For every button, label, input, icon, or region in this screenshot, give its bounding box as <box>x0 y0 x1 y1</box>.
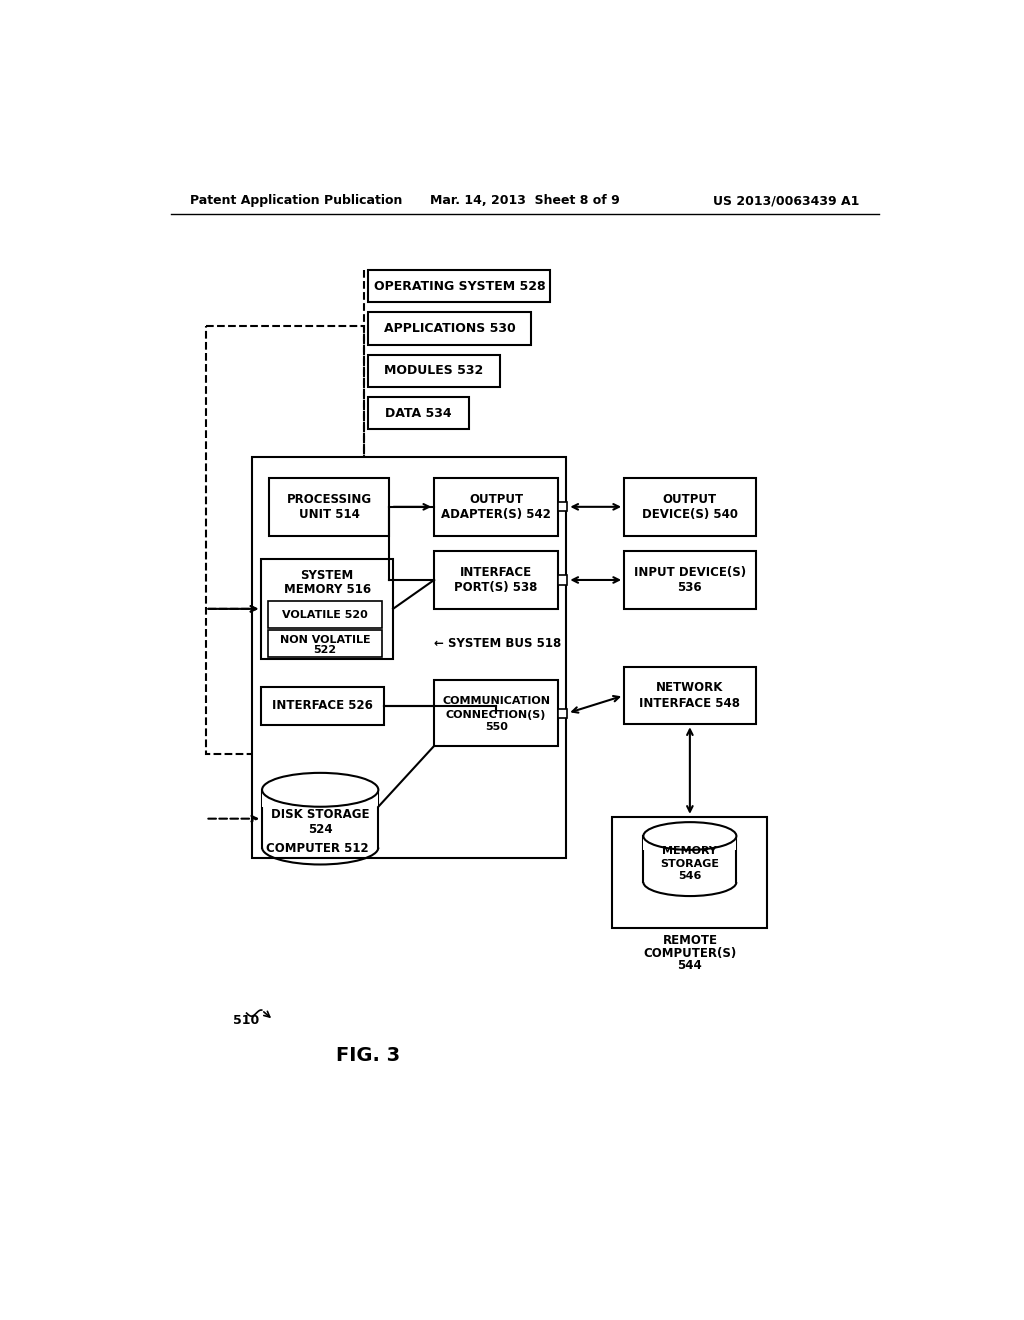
Text: MODULES 532: MODULES 532 <box>384 364 483 378</box>
Text: OPERATING SYSTEM 528: OPERATING SYSTEM 528 <box>374 280 545 293</box>
Text: NETWORK: NETWORK <box>656 681 724 694</box>
Text: US 2013/0063439 A1: US 2013/0063439 A1 <box>714 194 859 207</box>
Bar <box>558 576 567 585</box>
Text: MEMORY: MEMORY <box>663 846 718 857</box>
Text: Mar. 14, 2013  Sheet 8 of 9: Mar. 14, 2013 Sheet 8 of 9 <box>430 194 620 207</box>
Text: PORT(S) 538: PORT(S) 538 <box>455 581 538 594</box>
Bar <box>261 558 393 659</box>
Bar <box>369 397 469 429</box>
Bar <box>269 478 389 536</box>
Bar <box>206 326 365 754</box>
Text: 550: 550 <box>484 722 508 733</box>
Text: COMPUTER(S): COMPUTER(S) <box>643 946 736 960</box>
Bar <box>624 478 756 536</box>
Text: CONNECTION(S): CONNECTION(S) <box>445 710 547 719</box>
Text: ADAPTER(S) 542: ADAPTER(S) 542 <box>441 508 551 521</box>
Bar <box>369 355 500 387</box>
Bar <box>558 502 567 511</box>
Bar <box>434 478 558 536</box>
Ellipse shape <box>262 774 378 807</box>
Bar <box>252 457 566 858</box>
Text: 510: 510 <box>232 1014 259 1027</box>
Bar <box>643 836 736 882</box>
Text: VOLATILE 520: VOLATILE 520 <box>282 610 368 619</box>
Text: DATA 534: DATA 534 <box>385 407 452 420</box>
Text: REMOTE: REMOTE <box>663 935 718 948</box>
Text: INPUT DEVICE(S): INPUT DEVICE(S) <box>634 566 745 578</box>
Text: DEVICE(S) 540: DEVICE(S) 540 <box>642 508 738 521</box>
Bar <box>267 601 382 628</box>
Text: 546: 546 <box>678 871 701 880</box>
Text: COMMUNICATION: COMMUNICATION <box>442 696 550 706</box>
Text: NON VOLATILE: NON VOLATILE <box>280 635 370 644</box>
Text: SYSTEM: SYSTEM <box>301 569 354 582</box>
Text: Patent Application Publication: Patent Application Publication <box>190 194 402 207</box>
Bar <box>261 686 384 725</box>
Bar <box>262 789 378 847</box>
Text: OUTPUT: OUTPUT <box>663 492 717 506</box>
Bar <box>624 552 756 609</box>
Text: OUTPUT: OUTPUT <box>469 492 523 506</box>
Bar <box>369 313 531 345</box>
Bar <box>262 774 378 807</box>
Text: STORAGE: STORAGE <box>660 859 720 869</box>
Text: INTERFACE: INTERFACE <box>460 566 532 578</box>
Bar <box>434 681 558 746</box>
Text: COMPUTER 512: COMPUTER 512 <box>266 842 369 855</box>
Text: DISK STORAGE: DISK STORAGE <box>271 808 370 821</box>
Text: FIG. 3: FIG. 3 <box>336 1045 400 1065</box>
Text: INTERFACE 548: INTERFACE 548 <box>639 697 740 710</box>
Text: 524: 524 <box>308 822 333 836</box>
Text: PROCESSING: PROCESSING <box>287 492 372 506</box>
Bar <box>612 817 767 928</box>
Text: UNIT 514: UNIT 514 <box>299 508 359 521</box>
Bar <box>558 709 567 718</box>
Text: MEMORY 516: MEMORY 516 <box>284 583 371 597</box>
Bar <box>267 631 382 657</box>
Text: INTERFACE 526: INTERFACE 526 <box>272 700 373 713</box>
Text: APPLICATIONS 530: APPLICATIONS 530 <box>384 322 515 335</box>
Ellipse shape <box>643 822 736 850</box>
Bar <box>643 822 736 850</box>
Text: 522: 522 <box>313 645 337 656</box>
Bar <box>624 667 756 725</box>
Bar <box>369 271 550 302</box>
Text: 544: 544 <box>678 958 702 972</box>
Text: 536: 536 <box>678 581 702 594</box>
Bar <box>434 552 558 609</box>
Text: ← SYSTEM BUS 518: ← SYSTEM BUS 518 <box>434 638 561 649</box>
